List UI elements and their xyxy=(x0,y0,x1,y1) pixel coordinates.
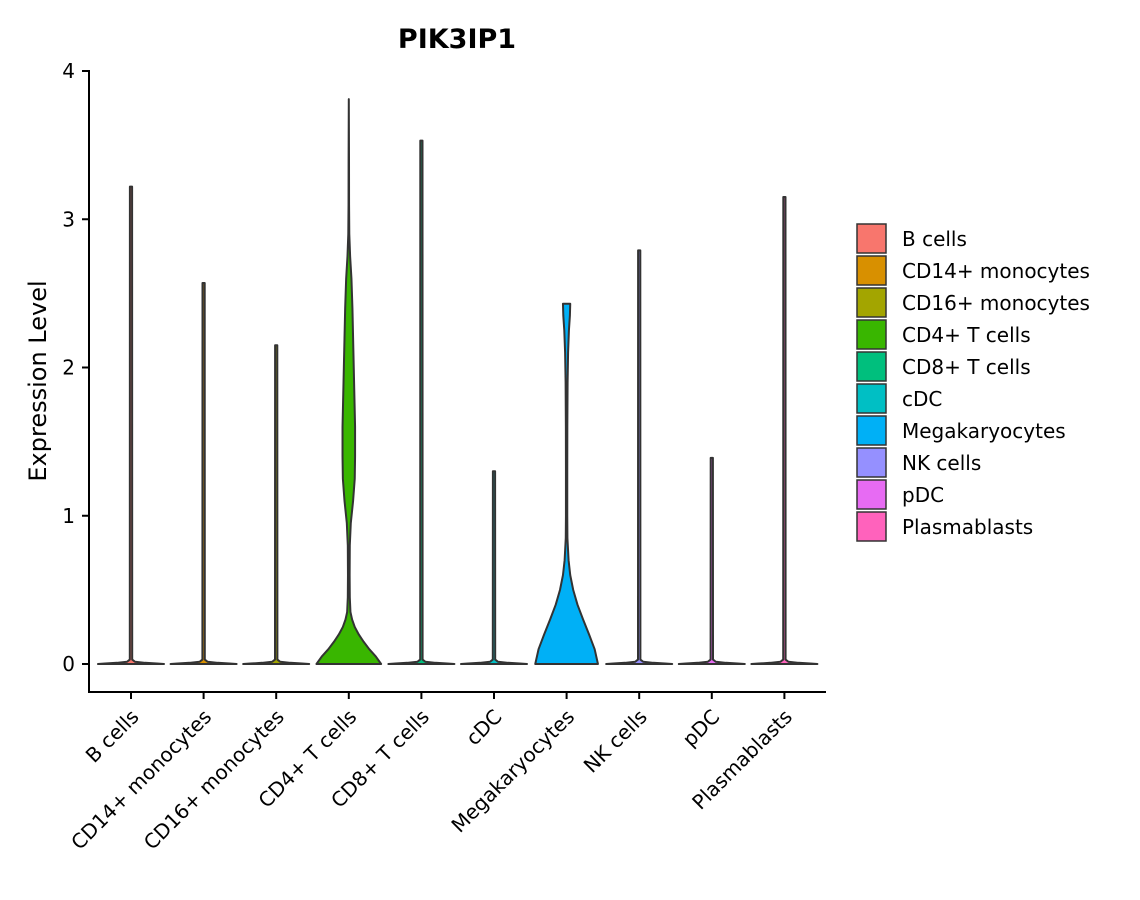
legend-key-cd8plus-t-cells xyxy=(856,351,887,382)
legend: B cells CD14+ monocytes CD16+ monocytes CD4… xyxy=(856,223,1090,542)
legend-label-cd14plus-monocytes: CD14+ monocytes xyxy=(902,259,1090,283)
x-tick-label: cDC xyxy=(461,705,507,751)
legend-key-cdc xyxy=(856,383,887,414)
legend-key-cd16plus-monocytes xyxy=(856,287,887,318)
violins-group xyxy=(97,98,819,665)
violin-cd14plus-monocytes xyxy=(169,282,238,665)
y-tick-label: 4 xyxy=(62,59,75,83)
violin-plasmablasts xyxy=(750,196,819,665)
violin-cd16plus-monocytes xyxy=(242,344,311,665)
y-tick-label: 0 xyxy=(62,652,75,676)
legend-label-pdc: pDC xyxy=(902,483,944,507)
violin-nk-cells xyxy=(605,249,674,665)
x-tick-label: pDC xyxy=(678,705,725,752)
legend-key-b-cells xyxy=(856,223,887,254)
legend-key-megakaryocytes xyxy=(856,415,887,446)
y-axis-title: Expression Level xyxy=(24,280,52,481)
legend-key-pdc xyxy=(856,479,887,510)
legend-label-megakaryocytes: Megakaryocytes xyxy=(902,419,1066,443)
x-tick-label: Megakaryocytes xyxy=(446,705,579,838)
violin-cd4plus-t-cells xyxy=(315,98,383,665)
legend-label-nk-cells: NK cells xyxy=(902,451,981,475)
violin-pdc xyxy=(677,456,746,665)
y-tick-label: 1 xyxy=(62,504,75,528)
violin-cdc xyxy=(460,470,528,665)
legend-key-plasmablasts xyxy=(856,511,887,542)
x-tick-label: NK cells xyxy=(579,705,652,778)
violin-cd8plus-t-cells xyxy=(387,139,456,665)
legend-label-cd16plus-monocytes: CD16+ monocytes xyxy=(902,291,1090,315)
y-tick-label: 3 xyxy=(62,207,75,231)
violin-b-cells xyxy=(97,185,165,665)
violin-megakaryocytes xyxy=(534,302,599,665)
legend-key-cd4plus-t-cells xyxy=(856,319,887,350)
y-tick-label: 2 xyxy=(62,356,75,380)
legend-label-cd8plus-t-cells: CD8+ T cells xyxy=(902,355,1031,379)
legend-label-cd4plus-t-cells: CD4+ T cells xyxy=(902,323,1031,347)
chart-title: PIK3IP1 xyxy=(398,24,516,55)
legend-key-cd14plus-monocytes xyxy=(856,255,887,286)
x-tick-label: B cells xyxy=(81,705,144,768)
x-tick-label: CD14+ monocytes xyxy=(66,705,216,855)
x-tick-label: CD16+ monocytes xyxy=(139,705,289,855)
y-axis-ticks: 0 1 2 3 4 xyxy=(62,59,89,676)
legend-label-plasmablasts: Plasmablasts xyxy=(902,515,1033,539)
legend-label-cdc: cDC xyxy=(902,387,942,411)
legend-label-b-cells: B cells xyxy=(902,227,967,251)
legend-key-nk-cells xyxy=(856,447,887,478)
